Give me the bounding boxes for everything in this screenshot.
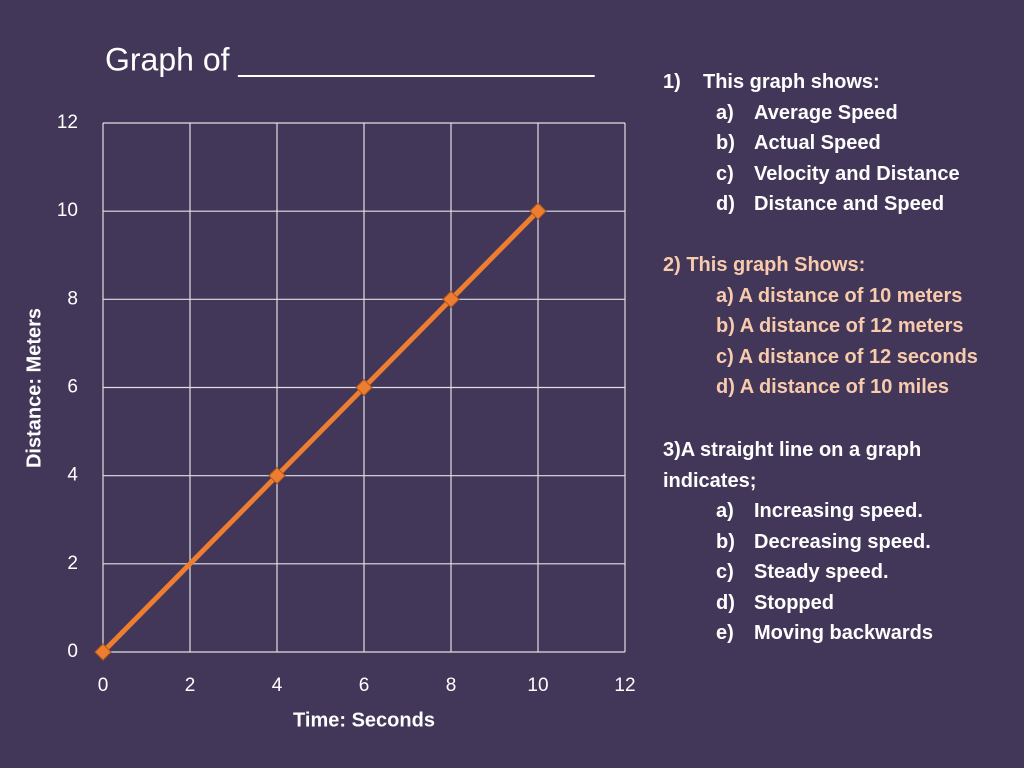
option-text: Stopped	[754, 591, 834, 614]
option-text: c) A distance of 12 seconds	[716, 345, 978, 368]
answer-option: d) A distance of 10 miles	[663, 372, 963, 403]
option-text: d) A distance of 10 miles	[716, 376, 950, 398]
y-tick-label: 10	[57, 200, 78, 221]
x-tick-label: 6	[359, 675, 370, 696]
data-point	[268, 466, 286, 485]
data-point	[529, 202, 547, 220]
x-tick-label: 8	[446, 675, 457, 696]
chart: Graph of ____________________ Time: Seco…	[23, 41, 635, 731]
option-label: d)	[716, 193, 735, 215]
option-text: Average Speed	[754, 101, 898, 124]
answer-option: c) A distance of 12 seconds	[663, 342, 978, 373]
x-tick-label: 10	[527, 675, 548, 696]
question: 2) This graph Shows: a) A distance of 10 …	[663, 250, 978, 403]
option-text: Velocity and Distance	[754, 162, 960, 185]
answer-option: c) Steady speed.	[663, 557, 963, 588]
option-label: e)	[716, 622, 734, 644]
option-label: c)	[716, 162, 734, 185]
option-text: Distance and Speed	[754, 193, 945, 215]
y-tick-label: 2	[67, 553, 78, 574]
data-line	[101, 209, 540, 654]
answer-option: a) A distance of 10 meters	[663, 281, 963, 312]
option-text: Increasing speed.	[754, 500, 923, 522]
option-text: Actual Speed	[754, 132, 881, 154]
answer-option: b) Decreasing speed.	[663, 527, 963, 558]
answer-option: b) A distance of 12 meters	[663, 311, 963, 342]
data-point	[355, 378, 373, 397]
option-label: b)	[716, 530, 735, 553]
answer-option: a) Increasing speed.	[663, 496, 963, 527]
x-tick-label: 2	[185, 675, 196, 696]
y-tick-label: 4	[67, 465, 78, 486]
option-text: b) A distance of 12 meters	[716, 315, 964, 337]
question-number: 1)	[663, 71, 681, 93]
option-text: Steady speed.	[754, 561, 889, 583]
option-label: a)	[716, 101, 734, 124]
data-point	[442, 290, 460, 309]
question-prompt: 3)A straight line on a graph indicates;	[663, 439, 922, 492]
question: 3)A straight line on a graph indicates; a…	[663, 435, 963, 649]
option-text: Decreasing speed.	[754, 530, 931, 553]
question-prompt: This graph shows:	[703, 71, 880, 93]
option-label: a)	[716, 500, 734, 522]
chart-title: Graph of ____________________	[105, 41, 596, 77]
x-tick-label: 12	[614, 675, 635, 696]
answer-option: e) Moving backwards	[663, 618, 963, 649]
answer-option: d) Stopped	[663, 588, 963, 619]
y-axis-label: Distance: Meters	[23, 308, 45, 468]
y-tick-label: 0	[67, 641, 78, 662]
x-tick-label: 0	[98, 675, 109, 696]
data-point	[94, 643, 112, 661]
option-text: a) A distance of 10 meters	[716, 284, 963, 307]
option-label: d)	[716, 591, 735, 614]
question-prompt: 2) This graph Shows:	[663, 254, 866, 276]
option-text: Moving backwards	[754, 622, 933, 644]
x-tick-label: 4	[272, 675, 283, 696]
y-tick-label: 12	[57, 112, 78, 133]
y-tick-label: 6	[67, 377, 78, 398]
option-label: b)	[716, 132, 735, 154]
x-axis-label: Time: Seconds	[293, 709, 435, 731]
option-label: c)	[716, 561, 734, 583]
y-tick-label: 8	[67, 288, 78, 309]
